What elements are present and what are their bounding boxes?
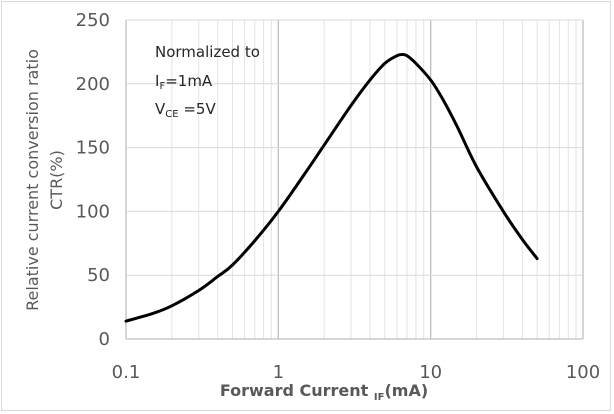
y-tick-label: 150	[76, 138, 110, 159]
x-tick-labels: 0.1 1 10 100	[112, 362, 601, 383]
annotation-line-3: VCE =5V	[155, 100, 216, 120]
y-tick-label: 0	[99, 329, 110, 350]
annotation-box: Normalized to IF=1mA VCE =5V	[155, 43, 260, 120]
y-axis-label-line-1: Relative current conversion ratio	[23, 49, 42, 311]
x-axis-label: Forward Current IF(mA)	[220, 381, 428, 403]
series-layer	[124, 52, 539, 323]
x-tick-label: 10	[419, 362, 442, 383]
y-axis-label: Relative current conversion ratio CTR(%)	[23, 49, 66, 311]
annotation-vce-main: V	[155, 100, 166, 118]
y-tick-label: 100	[76, 201, 110, 222]
y-tick-label: 250	[76, 10, 110, 31]
x-tick-label: 0.1	[112, 362, 141, 383]
major-grid	[125, 19, 584, 340]
ctr-curve-line	[124, 52, 539, 323]
annotation-vce-value: =5V	[179, 100, 217, 118]
minor-grid	[171, 20, 577, 339]
x-tick-label: 1	[273, 362, 284, 383]
x-tick-label: 100	[566, 362, 600, 383]
annotation-if-main: I	[155, 72, 159, 90]
annotation-vce-sub: CE	[165, 109, 178, 120]
y-tick-labels: 0 50 100 150 200 250	[76, 10, 110, 350]
annotation-if-sub: F	[159, 81, 165, 92]
y-tick-label: 200	[76, 74, 110, 95]
x-axis-label-unit: (mA)	[384, 381, 428, 400]
annotation-if-value: =1mA	[165, 72, 213, 90]
x-axis-label-sub: IF	[374, 392, 385, 403]
annotation-line-2: IF=1mA	[155, 72, 213, 92]
y-tick-label: 50	[87, 265, 110, 286]
x-axis-label-main: Forward Current	[220, 381, 374, 400]
y-axis-label-line-2: CTR(%)	[47, 150, 66, 210]
annotation-line-1: Normalized to	[155, 43, 260, 61]
